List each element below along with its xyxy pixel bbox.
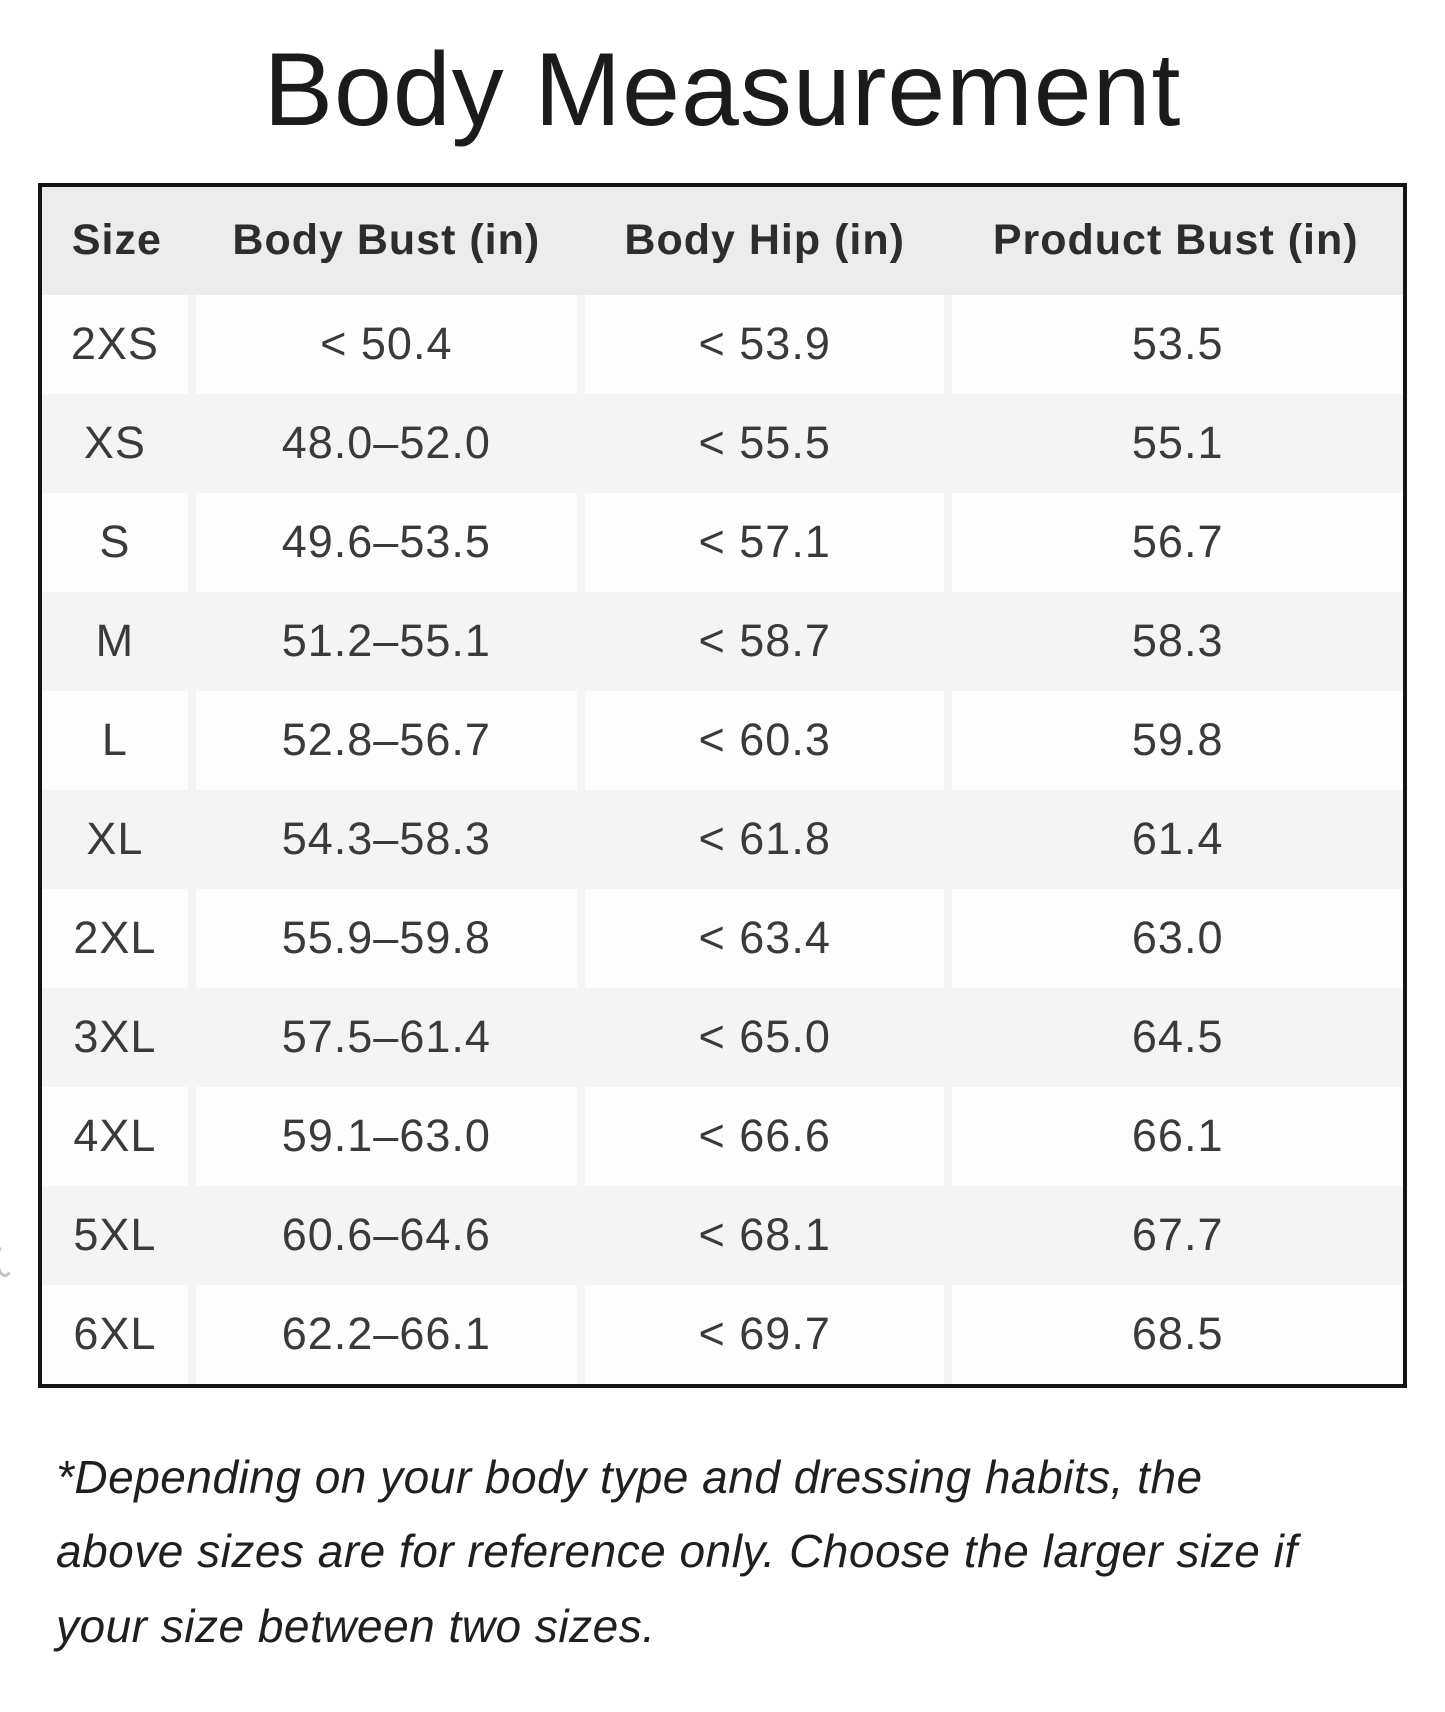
body-hip-cell: < 65.0 (580, 987, 953, 1087)
size-cell: 3XL (42, 987, 196, 1087)
footnote: *Depending on your body type and dressin… (56, 1450, 1298, 1652)
body-bust-cell: 51.2–55.1 (191, 591, 585, 691)
size-cell: 6XL (42, 1284, 196, 1384)
size-cell: XS (42, 393, 196, 493)
body-bust-cell: 57.5–61.4 (191, 987, 585, 1087)
page-title: Body Measurement (263, 32, 1182, 148)
body-bust-cell: < 50.4 (191, 294, 585, 394)
body-hip-cell: < 69.7 (580, 1284, 953, 1384)
size-cell: M (42, 591, 196, 691)
table-row: 6XL 62.2–66.1 < 69.7 68.5 (42, 1284, 1403, 1384)
body-bust-cell: 59.1–63.0 (191, 1086, 585, 1186)
product-bust-cell: 53.5 (948, 294, 1403, 394)
body-hip-cell: < 66.6 (580, 1086, 953, 1186)
product-bust-cell: 59.8 (948, 690, 1403, 790)
table-row: L 52.8–56.7 < 60.3 59.8 (42, 690, 1403, 790)
table-row: 2XS < 50.4 < 53.9 53.5 (42, 294, 1403, 394)
product-bust-cell: 61.4 (948, 789, 1403, 889)
column-header-body-bust: Body Bust (in) (191, 186, 581, 295)
product-bust-cell: 63.0 (948, 888, 1403, 988)
body-bust-cell: 49.6–53.5 (191, 492, 585, 592)
body-bust-cell: 55.9–59.8 (191, 888, 585, 988)
body-hip-cell: < 55.5 (580, 393, 953, 493)
scan-artifact-mark (0, 1243, 14, 1277)
table-body: 2XS < 50.4 < 53.9 53.5 XS 48.0–52.0 < 55.5 55.1… (42, 294, 1403, 1384)
table-row: M 51.2–55.1 < 58.7 58.3 (42, 591, 1403, 691)
size-cell: L (42, 690, 196, 790)
product-bust-cell: 58.3 (948, 591, 1403, 691)
table-row: 3XL 57.5–61.4 < 65.0 64.5 (42, 987, 1403, 1087)
product-bust-cell: 64.5 (948, 987, 1403, 1087)
body-hip-cell: < 58.7 (580, 591, 953, 691)
size-cell: 4XL (42, 1086, 196, 1186)
body-bust-cell: 52.8–56.7 (191, 690, 585, 790)
body-hip-cell: < 63.4 (580, 888, 953, 988)
body-hip-cell: < 61.8 (580, 789, 953, 889)
body-hip-cell: < 53.9 (580, 294, 953, 394)
table-row: S 49.6–53.5 < 57.1 56.7 (42, 492, 1403, 592)
size-cell: 2XS (42, 294, 196, 394)
table-row: 4XL 59.1–63.0 < 66.6 66.1 (42, 1086, 1403, 1186)
size-cell: S (42, 492, 196, 592)
body-bust-cell: 60.6–64.6 (191, 1185, 585, 1285)
body-bust-cell: 54.3–58.3 (191, 789, 585, 889)
body-hip-cell: < 57.1 (580, 492, 953, 592)
table-row: 2XL 55.9–59.8 < 63.4 63.0 (42, 888, 1403, 988)
product-bust-cell: 67.7 (948, 1185, 1403, 1285)
table-header-row: Size Body Bust (in) Body Hip (in) Produc… (42, 186, 1403, 295)
product-bust-cell: 68.5 (948, 1284, 1403, 1384)
table-row: 5XL 60.6–64.6 < 68.1 67.7 (42, 1185, 1403, 1285)
size-table: Size Body Bust (in) Body Hip (in) Produc… (42, 186, 1403, 1384)
body-bust-cell: 48.0–52.0 (191, 393, 585, 493)
table-row: XS 48.0–52.0 < 55.5 55.1 (42, 393, 1403, 493)
size-cell: 2XL (42, 888, 196, 988)
body-hip-cell: < 68.1 (580, 1185, 953, 1285)
product-bust-cell: 66.1 (948, 1086, 1403, 1186)
table-row: XL 54.3–58.3 < 61.8 61.4 (42, 789, 1403, 889)
product-bust-cell: 55.1 (948, 393, 1403, 493)
column-header-body-hip: Body Hip (in) (580, 186, 949, 295)
column-header-size: Size (42, 186, 192, 295)
size-cell: 5XL (42, 1185, 196, 1285)
body-bust-cell: 62.2–66.1 (191, 1284, 585, 1384)
product-bust-cell: 56.7 (948, 492, 1403, 592)
size-cell: XL (42, 789, 196, 889)
measurement-table: Size Body Bust (in) Body Hip (in) Produc… (38, 182, 1407, 1388)
body-hip-cell: < 60.3 (580, 690, 953, 790)
column-header-product-bust: Product Bust (in) (948, 186, 1403, 295)
